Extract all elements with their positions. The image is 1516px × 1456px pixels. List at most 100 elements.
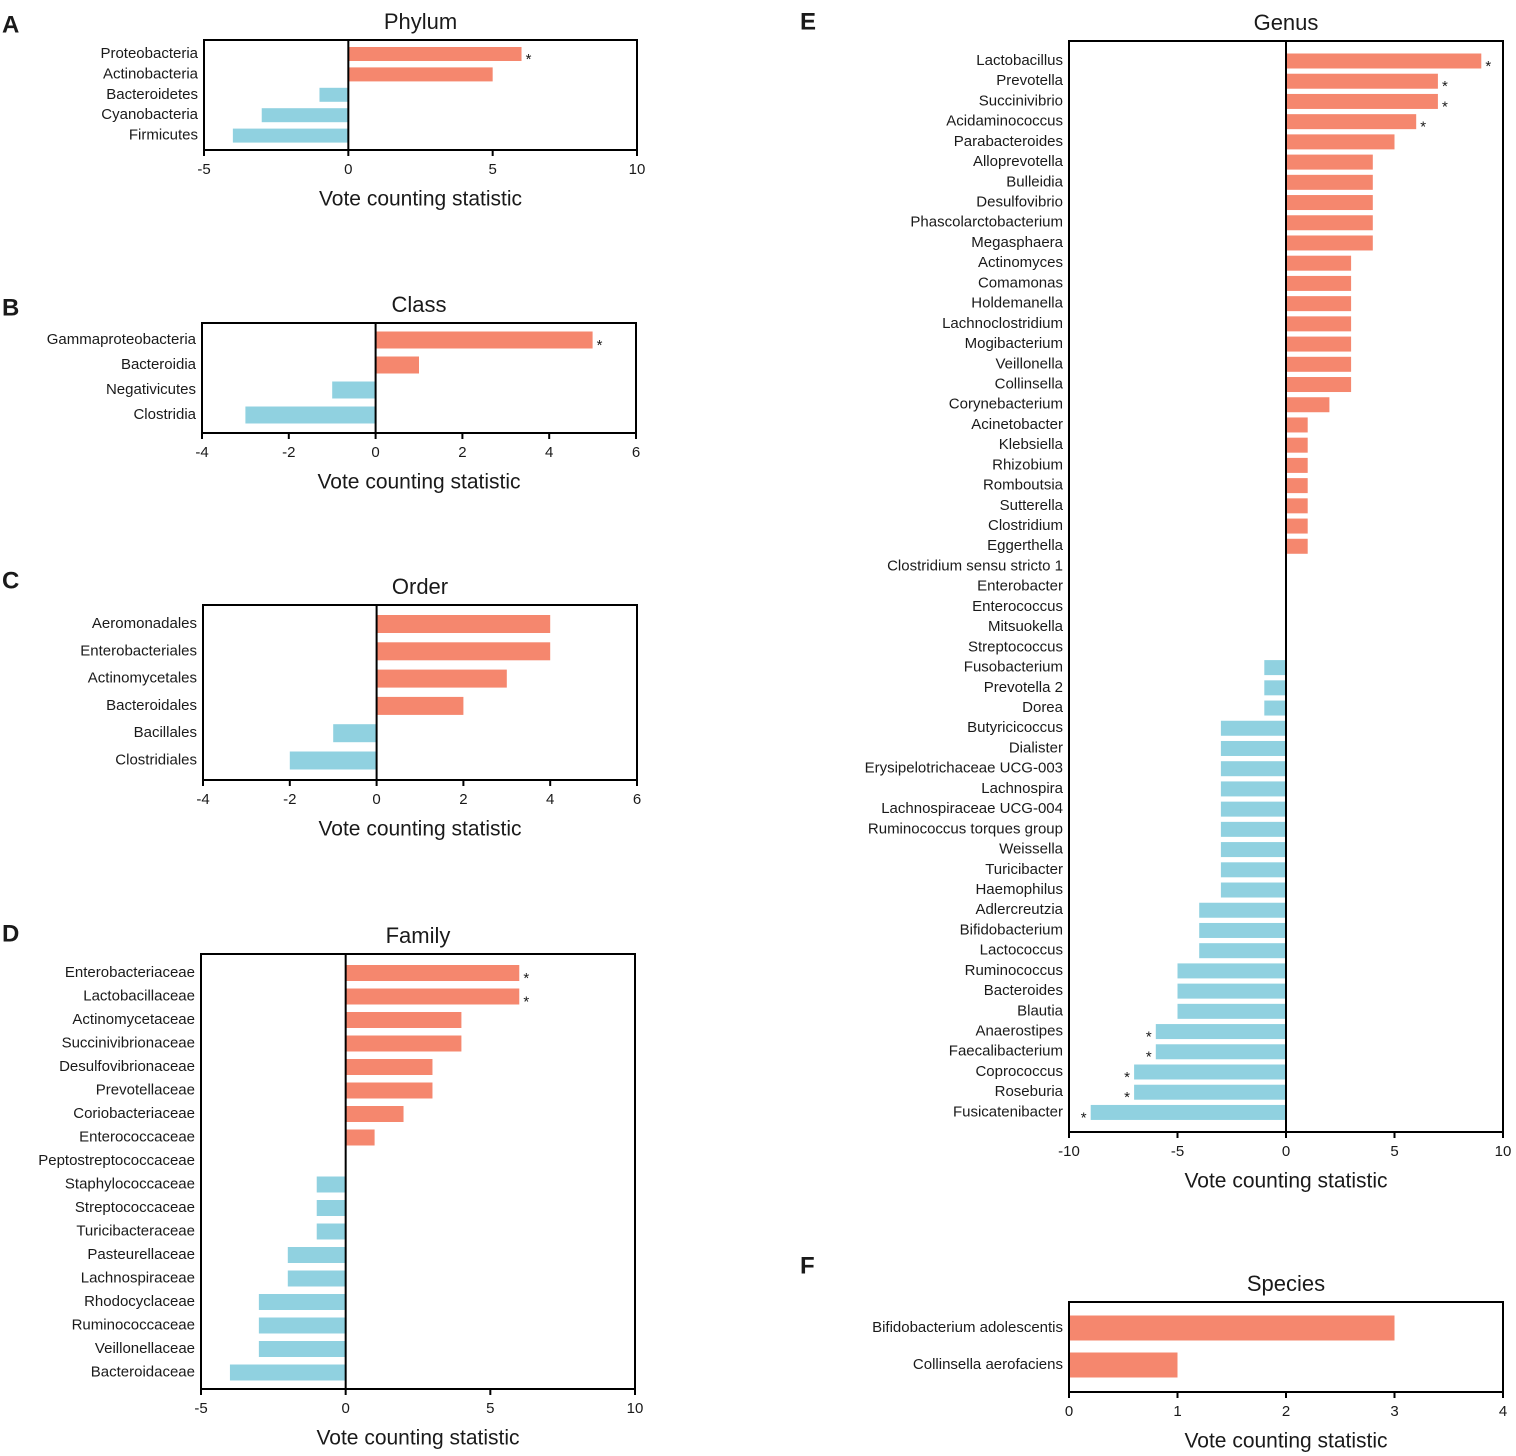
bar (348, 47, 522, 61)
bar (287, 1247, 346, 1263)
significance-star: * (1124, 1089, 1130, 1106)
bar (1286, 255, 1352, 271)
x-axis-title: Vote counting statistic (318, 818, 521, 841)
x-tick-label: 5 (488, 161, 496, 178)
panel-letter: A (2, 11, 19, 38)
bar (1177, 963, 1286, 979)
bar (333, 724, 377, 743)
bar (1220, 821, 1286, 837)
category-label: Turicibacteraceae (76, 1222, 195, 1239)
plot-frame (200, 953, 636, 1390)
category-label: Sutterella (1000, 497, 1064, 514)
category-label: Veillonella (995, 355, 1063, 372)
bar (345, 965, 520, 981)
bar (1177, 983, 1286, 999)
x-tick-label: 0 (371, 444, 379, 461)
significance-star: * (1442, 98, 1448, 115)
category-label: Desulfovibrio (976, 194, 1063, 211)
category-label: Turicibacter (985, 861, 1063, 878)
bar (1286, 478, 1308, 494)
x-tick-label: 10 (627, 1400, 644, 1417)
bar (345, 1035, 462, 1052)
category-label: Enterococcus (972, 598, 1063, 615)
bar (1134, 1084, 1286, 1100)
category-label: Bacteroides (984, 982, 1063, 999)
category-label: Dialister (1009, 739, 1063, 756)
x-tick-label: -4 (195, 444, 208, 461)
bar (348, 67, 493, 82)
category-label: Actinomycetales (88, 670, 197, 687)
category-label: Staphylococcaceae (65, 1175, 195, 1192)
bar (287, 1270, 346, 1287)
x-tick-label: -5 (1171, 1143, 1184, 1160)
bar (1286, 154, 1373, 170)
category-label: Lachnospiraceae (81, 1269, 195, 1286)
x-tick-label: 4 (545, 444, 553, 461)
bar (1286, 356, 1352, 372)
category-label: Enterococcaceae (79, 1128, 195, 1145)
category-label: Butyricicoccus (967, 719, 1063, 736)
bar (1286, 498, 1308, 514)
bar (332, 381, 376, 399)
category-label: Bacteroidales (106, 697, 197, 714)
bar (258, 1294, 346, 1310)
category-label: Coprococcus (975, 1063, 1063, 1080)
category-label: Megasphaera (971, 234, 1063, 251)
category-label: Holdemanella (971, 295, 1063, 312)
bar (1286, 93, 1438, 109)
category-label: Streptococcaceae (75, 1199, 195, 1216)
x-tick-label: 5 (1390, 1143, 1398, 1160)
x-tick-label: 4 (546, 791, 554, 808)
category-label: Lachnoclostridium (942, 315, 1063, 332)
category-label: Mogibacterium (965, 335, 1063, 352)
category-label: Clostridia (133, 406, 196, 423)
x-axis-title: Vote counting statistic (319, 188, 522, 211)
category-label: Bifidobacterium (960, 921, 1063, 938)
bar (376, 696, 464, 715)
category-label: Actinomyces (978, 254, 1063, 271)
bar (1286, 538, 1308, 554)
category-label: Ruminococcaceae (72, 1316, 195, 1333)
category-label: Ruminococcus torques group (868, 820, 1063, 837)
bar (1286, 457, 1308, 473)
category-label: Enterobacter (977, 578, 1063, 595)
x-tick-label: 6 (632, 444, 640, 461)
bar (1286, 397, 1330, 413)
category-label: Clostridium (988, 517, 1063, 534)
bar (1220, 761, 1286, 777)
category-label: Eggerthella (987, 537, 1064, 554)
bar (1286, 377, 1352, 393)
bar (1286, 53, 1482, 69)
significance-star: * (1146, 1049, 1152, 1066)
significance-star: * (1081, 1109, 1087, 1126)
significance-star: * (1124, 1069, 1130, 1086)
category-label: Acidaminococcus (946, 113, 1063, 130)
bar (345, 1129, 375, 1146)
x-tick-label: 5 (486, 1400, 494, 1417)
x-axis-title: Vote counting statistic (316, 1427, 519, 1450)
category-label: Bacteroidetes (106, 86, 198, 103)
bar (1069, 1315, 1395, 1341)
category-label: Anaerostipes (975, 1023, 1063, 1040)
category-label: Actinomycetaceae (72, 1011, 195, 1028)
bar (1286, 316, 1352, 332)
category-label: Collinsella (995, 375, 1064, 392)
bar (316, 1200, 346, 1216)
x-tick-label: 0 (372, 791, 380, 808)
bar (232, 128, 349, 143)
bar (1286, 437, 1308, 453)
bar (375, 356, 419, 374)
x-tick-label: 2 (1282, 1403, 1290, 1420)
category-label: Roseburia (995, 1083, 1064, 1100)
category-label: Gammaproteobacteria (47, 331, 197, 348)
category-label: Lactobacillaceae (83, 987, 195, 1004)
category-label: Ruminococcus (965, 962, 1063, 979)
panel-title: Class (391, 292, 446, 317)
category-label: Coriobacteriaceae (73, 1105, 195, 1122)
category-label: Fusobacterium (964, 659, 1063, 676)
bar (1286, 195, 1373, 211)
bar (1220, 740, 1286, 756)
bar (375, 331, 593, 349)
bar (1286, 518, 1308, 534)
bar (1155, 1044, 1286, 1060)
